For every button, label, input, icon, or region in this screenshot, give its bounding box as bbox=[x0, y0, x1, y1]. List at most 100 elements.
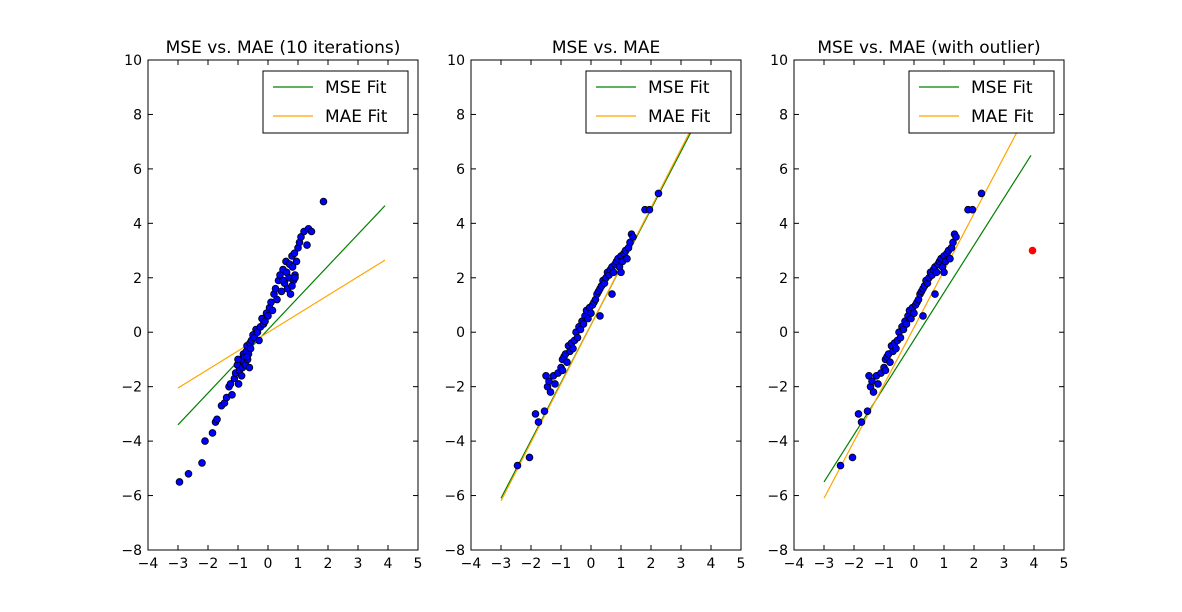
y-tick-label: 4 bbox=[133, 216, 142, 232]
data-point bbox=[175, 478, 184, 486]
data-point bbox=[896, 333, 905, 342]
data-point bbox=[246, 344, 255, 353]
x-tick-label: −3 bbox=[168, 556, 189, 572]
data-point bbox=[184, 469, 193, 478]
y-tick-label: 8 bbox=[133, 107, 142, 123]
data-point bbox=[525, 453, 534, 462]
chart-title: MSE vs. MAE bbox=[552, 38, 660, 58]
x-tick-label: −2 bbox=[844, 556, 865, 572]
data-point bbox=[213, 415, 221, 424]
x-tick-label: 4 bbox=[384, 556, 393, 572]
legend-box bbox=[585, 70, 732, 134]
data-point bbox=[881, 366, 890, 375]
data-point bbox=[551, 380, 559, 388]
data-point bbox=[268, 306, 277, 315]
data-point bbox=[546, 388, 555, 396]
series-line-mae-fit bbox=[823, 122, 1023, 499]
x-tick-label: −1 bbox=[228, 556, 249, 572]
data-point bbox=[863, 407, 872, 415]
x-tick-label: 2 bbox=[324, 556, 333, 572]
axes-frame bbox=[470, 59, 742, 551]
outlier-point bbox=[1028, 246, 1037, 255]
data-point bbox=[226, 380, 235, 388]
data-point bbox=[587, 309, 595, 317]
x-tick-label: 0 bbox=[264, 556, 273, 572]
x-tick-label: 2 bbox=[970, 556, 979, 572]
data-point bbox=[292, 257, 301, 266]
y-tick-label: 10 bbox=[770, 53, 788, 69]
x-tick-label: −4 bbox=[784, 556, 805, 572]
data-point bbox=[910, 309, 918, 317]
data-point bbox=[234, 380, 243, 388]
x-tick-label: −3 bbox=[491, 556, 512, 572]
x-tick-label: 5 bbox=[737, 556, 746, 572]
data-point bbox=[234, 355, 242, 364]
data-point bbox=[273, 295, 281, 304]
y-tick-label: −6 bbox=[767, 489, 788, 505]
data-point bbox=[932, 268, 941, 277]
data-point bbox=[645, 205, 654, 214]
data-point bbox=[288, 263, 297, 271]
y-tick-label: 10 bbox=[124, 53, 142, 69]
y-tick-label: −4 bbox=[767, 434, 788, 450]
x-tick-label: −1 bbox=[874, 556, 895, 572]
y-tick-label: 6 bbox=[779, 162, 788, 178]
series-line-mse-fit bbox=[177, 205, 386, 426]
data-point bbox=[892, 344, 900, 353]
data-point bbox=[968, 205, 977, 214]
data-point bbox=[946, 254, 954, 263]
data-point bbox=[573, 333, 582, 342]
data-point bbox=[198, 459, 206, 467]
x-tick-label: 0 bbox=[587, 556, 596, 572]
data-point bbox=[857, 418, 866, 426]
y-tick-label: −2 bbox=[444, 380, 465, 396]
data-point bbox=[540, 407, 549, 415]
y-tick-label: −8 bbox=[121, 543, 142, 559]
data-point bbox=[623, 254, 631, 263]
data-point bbox=[977, 189, 986, 198]
y-tick-label: −8 bbox=[444, 543, 465, 559]
y-tick-label: 4 bbox=[456, 216, 465, 232]
data-point bbox=[902, 320, 911, 328]
legend: MSE Fit MAE Fit bbox=[585, 70, 732, 134]
data-point bbox=[869, 388, 878, 396]
legend-box bbox=[262, 70, 409, 134]
data-point bbox=[534, 418, 543, 426]
data-point bbox=[558, 366, 567, 375]
data-point bbox=[579, 320, 588, 328]
data-point bbox=[569, 344, 577, 353]
data-point bbox=[608, 290, 616, 298]
y-tick-label: 2 bbox=[779, 271, 788, 287]
data-point bbox=[919, 312, 927, 320]
series-line-mae-fit bbox=[177, 259, 386, 389]
legend: MSE Fit MAE Fit bbox=[262, 70, 409, 134]
data-point bbox=[288, 282, 296, 290]
data-point bbox=[836, 461, 845, 470]
data-point bbox=[303, 241, 311, 249]
y-tick-label: 8 bbox=[779, 107, 788, 123]
chart-panel-3: −4 −3 −2 −1 0 1 2 3 4 5 −8 −6 −4 −2 0 2 4 6 8 10 MSE vs. MAE… bbox=[767, 38, 1068, 572]
legend-label: MAE Fit bbox=[648, 107, 711, 127]
y-tick-label: −6 bbox=[444, 489, 465, 505]
axes-frame bbox=[793, 59, 1065, 551]
data-point bbox=[931, 290, 939, 298]
data-point bbox=[654, 189, 663, 198]
legend-label: MSE Fit bbox=[325, 78, 387, 98]
data-point bbox=[245, 363, 254, 372]
legend-label: MAE Fit bbox=[971, 107, 1034, 127]
x-tick-label: 3 bbox=[354, 556, 363, 572]
plot-area bbox=[175, 197, 386, 486]
y-tick-label: −6 bbox=[121, 489, 142, 505]
y-tick-label: 0 bbox=[456, 325, 465, 341]
y-tick-label: 0 bbox=[133, 325, 142, 341]
y-tick-label: −2 bbox=[767, 380, 788, 396]
y-tick-label: −4 bbox=[121, 434, 142, 450]
chart-title: MSE vs. MAE (with outlier) bbox=[817, 38, 1040, 58]
x-tick-label: 5 bbox=[1060, 556, 1069, 572]
x-tick-label: −2 bbox=[198, 556, 219, 572]
series-line-mae-fit bbox=[500, 122, 696, 502]
data-point bbox=[848, 453, 857, 462]
x-tick-label: 3 bbox=[1000, 556, 1009, 572]
x-tick-label: 1 bbox=[940, 556, 949, 572]
